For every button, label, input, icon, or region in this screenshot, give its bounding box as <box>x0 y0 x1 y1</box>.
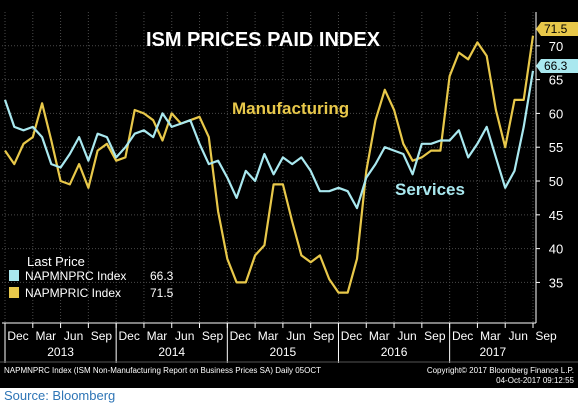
x-tick-label: Dec <box>452 329 473 343</box>
y-tick-label: 50 <box>549 174 563 189</box>
x-tick-label: Dec <box>118 329 139 343</box>
footer-copyright: Copyright© 2017 Bloomberg Finance L.P. <box>427 366 574 375</box>
x-tick-label: Jun <box>397 329 416 343</box>
x-tick-label: Dec <box>341 329 362 343</box>
last-value-tag-services <box>536 59 578 73</box>
y-tick-label: 35 <box>549 275 563 290</box>
x-tick-label: Dec <box>7 329 28 343</box>
x-year-label: 2017 <box>479 345 506 359</box>
x-tick-label: Dec <box>230 329 251 343</box>
last-value-label-services: 66.3 <box>536 59 578 73</box>
legend-swatch-services <box>9 270 19 281</box>
y-tick-label: 55 <box>549 140 563 155</box>
x-year-label: 2014 <box>158 345 185 359</box>
legend-swatch-manufacturing <box>9 287 19 298</box>
x-axis-ticks: Dec Mar Jun Sep Dec Mar Jun Sep Dec Mar Jun Sep Dec M… <box>2 322 557 363</box>
x-tick-label: Sep <box>91 329 113 343</box>
y-axis-ticks: 35 40 45 50 55 60 65 70 <box>535 12 563 323</box>
series-lines <box>3 35 535 294</box>
x-year-label: 2015 <box>270 345 297 359</box>
last-value-tag-manufacturing <box>536 22 578 36</box>
legend-title: Last Price <box>27 254 85 269</box>
last-value-text-manufacturing: 71.5 <box>544 22 568 36</box>
y-tick-label: 70 <box>549 39 563 54</box>
y-tick-label: 40 <box>549 242 563 257</box>
x-tick-label: Mar <box>35 329 56 343</box>
x-tick-label: Jun <box>175 329 194 343</box>
legend-value-manufacturing: 71.5 <box>150 286 174 300</box>
y-tick-label: 65 <box>549 73 563 88</box>
x-tick-label: Sep <box>202 329 224 343</box>
legend: Last Price NAPMNPRC Index 66.3 NAPMPRIC … <box>9 254 174 300</box>
series-line-services <box>3 70 535 210</box>
y-tick-label: 60 <box>549 106 563 121</box>
x-tick-label: Sep <box>313 329 335 343</box>
y-tick-label: 45 <box>549 208 563 223</box>
footer-timestamp: 04-Oct-2017 09:12:55 <box>496 376 574 385</box>
series-line-manufacturing <box>4 35 535 294</box>
x-tick-label: Mar <box>480 329 501 343</box>
x-tick-label: Mar <box>147 329 168 343</box>
x-tick-label: Jun <box>286 329 305 343</box>
last-value-text-services: 66.3 <box>544 59 568 73</box>
x-tick-label: Mar <box>369 329 390 343</box>
legend-label-manufacturing: NAPMPRIC Index <box>25 286 121 300</box>
x-year-label: 2016 <box>381 345 408 359</box>
x-tick-label: Sep <box>535 329 557 343</box>
annotation-services: Services <box>395 180 465 199</box>
annotation-manufacturing: Manufacturing <box>232 99 349 118</box>
x-tick-label: Jun <box>64 329 83 343</box>
legend-label-services: NAPMNPRC Index <box>25 269 126 283</box>
x-tick-label: Sep <box>424 329 446 343</box>
x-tick-label: Jun <box>509 329 528 343</box>
legend-value-services: 66.3 <box>150 269 174 283</box>
x-tick-label: Mar <box>258 329 279 343</box>
chart-svg: 35 40 45 50 55 60 65 70 Dec Mar Jun Sep Dec Mar Jun Se… <box>0 0 578 388</box>
x-year-label: 2013 <box>47 345 74 359</box>
footer-series-description: NAPMNPRC Index (ISM Non-Manufacturing Re… <box>4 366 321 375</box>
last-value-label-manufacturing: 71.5 <box>536 22 578 36</box>
chart-title: ISM PRICES PAID INDEX <box>146 29 381 51</box>
source-label: Source: Bloomberg <box>4 388 116 403</box>
